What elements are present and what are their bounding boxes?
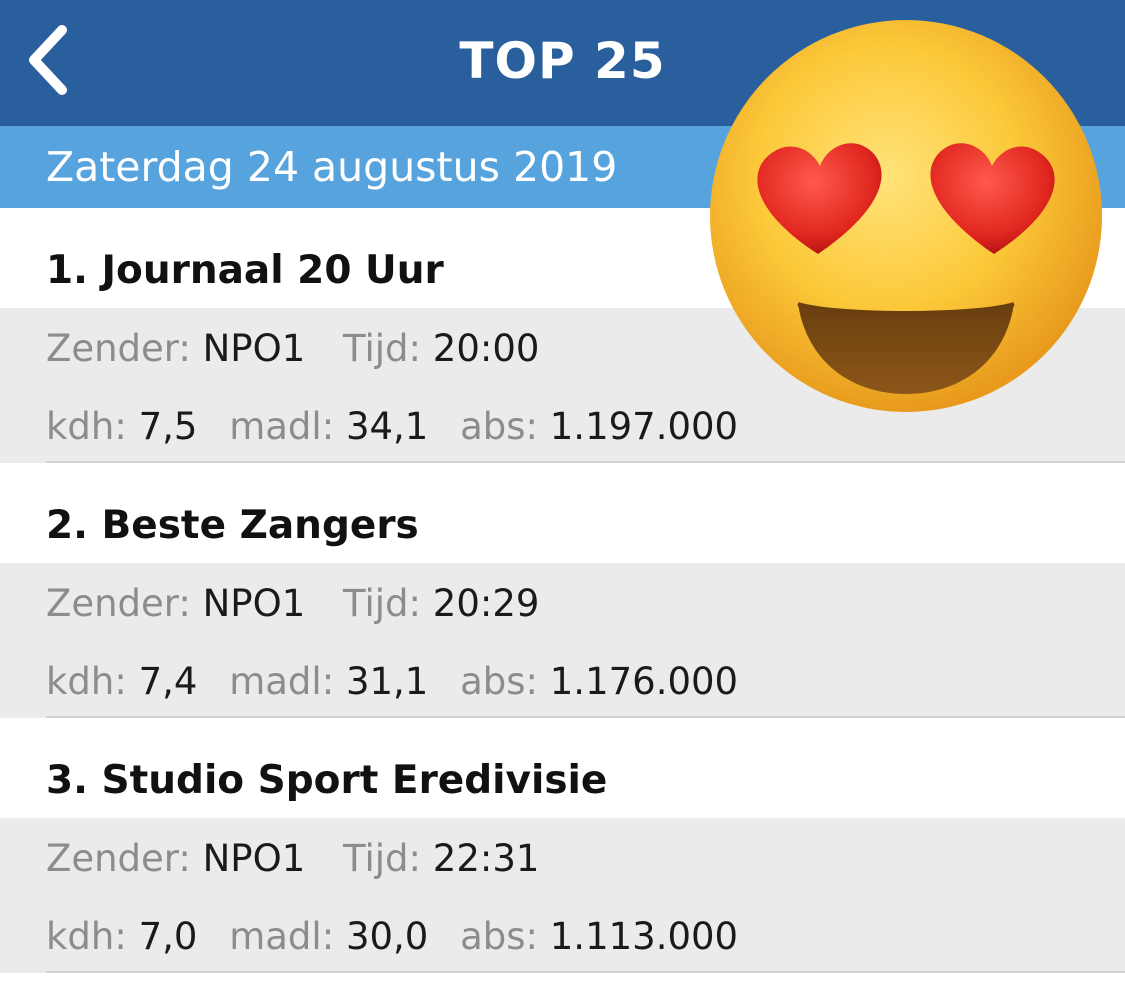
madl-label: madl:: [229, 405, 335, 448]
channel-label: Zender:: [46, 327, 191, 370]
divider: [46, 716, 1125, 718]
ratings-row: kdh: 7,5 madl: 34,1 abs: 1.197.000: [46, 405, 738, 448]
abs-value: 1.197.000: [549, 405, 739, 448]
heart-eyes-emoji-icon: [710, 20, 1102, 412]
list-item[interactable]: 2. Beste Zangers Zender: NPO1 Tijd: 20:2…: [0, 463, 1125, 718]
madl-value: 31,1: [345, 660, 429, 703]
time-value: 20:00: [432, 327, 540, 370]
kdh-value: 7,5: [138, 405, 198, 448]
time-label: Tijd:: [343, 582, 422, 625]
channel-time-row: Zender: NPO1 Tijd: 20:00: [46, 327, 539, 370]
page-title: TOP 25: [459, 32, 666, 90]
time-value: 20:29: [432, 582, 540, 625]
madl-label: madl:: [229, 660, 335, 703]
kdh-value: 7,4: [138, 660, 198, 703]
channel-time-row: Zender: NPO1 Tijd: 22:31: [46, 837, 539, 880]
program-title: 2. Beste Zangers: [46, 503, 419, 548]
madl-label: madl:: [229, 915, 335, 958]
kdh-label: kdh:: [46, 915, 127, 958]
program-details: Zender: NPO1 Tijd: 22:31 kdh: 7,0 madl: …: [0, 818, 1125, 973]
time-label: Tijd:: [343, 837, 422, 880]
channel-time-row: Zender: NPO1 Tijd: 20:29: [46, 582, 539, 625]
time-label: Tijd:: [343, 327, 422, 370]
channel-label: Zender:: [46, 837, 191, 880]
channel-label: Zender:: [46, 582, 191, 625]
program-details: Zender: NPO1 Tijd: 20:29 kdh: 7,4 madl: …: [0, 563, 1125, 718]
ratings-row: kdh: 7,0 madl: 30,0 abs: 1.113.000: [46, 915, 738, 958]
back-button[interactable]: [22, 22, 82, 98]
abs-value: 1.176.000: [549, 660, 739, 703]
ratings-row: kdh: 7,4 madl: 31,1 abs: 1.176.000: [46, 660, 738, 703]
abs-label: abs:: [460, 660, 538, 703]
time-value: 22:31: [432, 837, 540, 880]
program-title: 3. Studio Sport Eredivisie: [46, 758, 608, 803]
kdh-value: 7,0: [138, 915, 198, 958]
channel-value: NPO1: [202, 837, 306, 880]
date-label: Zaterdag 24 augustus 2019: [46, 143, 618, 191]
divider: [46, 461, 1125, 463]
kdh-label: kdh:: [46, 405, 127, 448]
madl-value: 30,0: [345, 915, 429, 958]
abs-value: 1.113.000: [549, 915, 739, 958]
madl-value: 34,1: [345, 405, 429, 448]
channel-value: NPO1: [202, 582, 306, 625]
kdh-label: kdh:: [46, 660, 127, 703]
list-item[interactable]: 3. Studio Sport Eredivisie Zender: NPO1 …: [0, 718, 1125, 973]
abs-label: abs:: [460, 915, 538, 958]
chevron-left-icon: [29, 25, 67, 95]
abs-label: abs:: [460, 405, 538, 448]
channel-value: NPO1: [202, 327, 306, 370]
program-title: 1. Journaal 20 Uur: [46, 248, 444, 293]
divider: [46, 971, 1125, 973]
